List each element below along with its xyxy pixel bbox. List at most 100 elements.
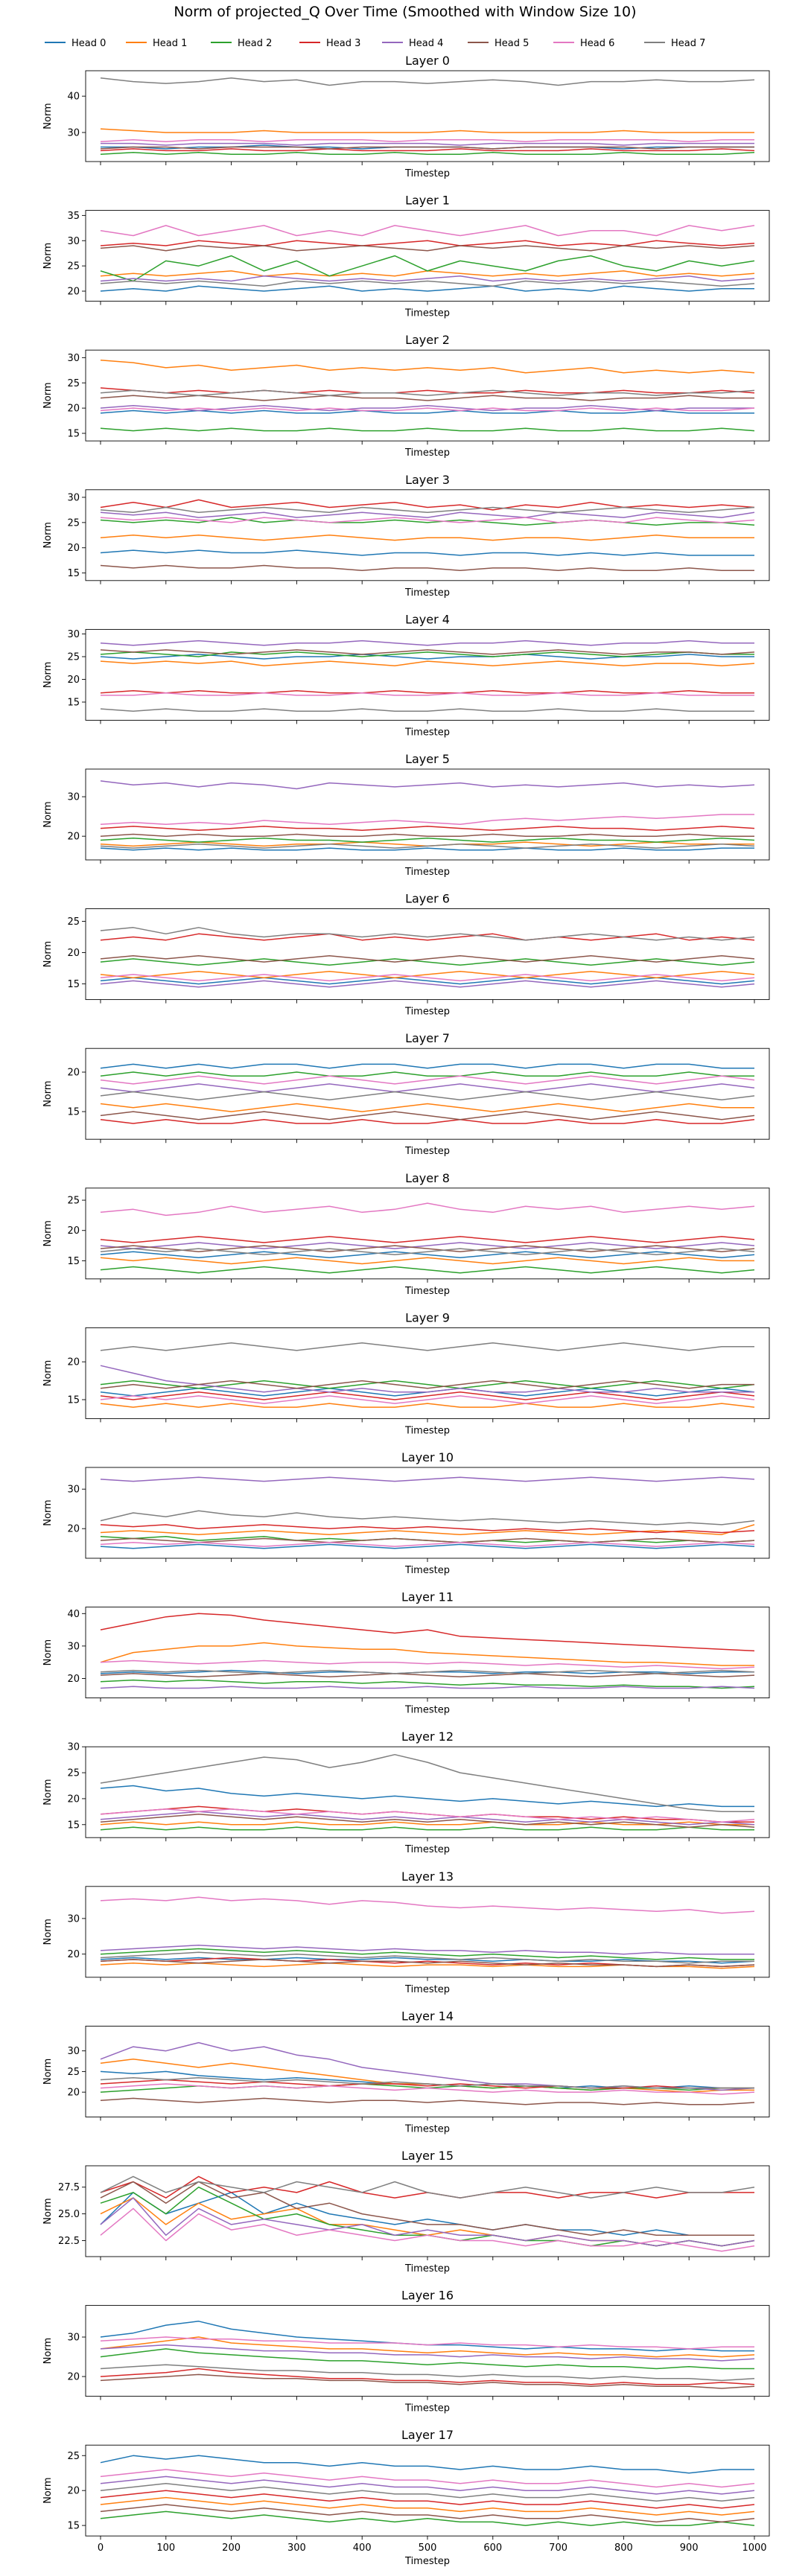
panel-title: Layer 17 xyxy=(401,2428,454,2442)
panel-title: Layer 13 xyxy=(401,1869,454,1884)
series-line-head-2 xyxy=(100,152,755,155)
x-tick-label: 1000 xyxy=(742,2542,766,2554)
x-tick-label: 0 xyxy=(98,2542,104,2554)
y-axis-label: Norm xyxy=(42,522,54,548)
x-axis-label: Timestep xyxy=(404,1146,450,1157)
panel-title: Layer 6 xyxy=(405,892,450,906)
series-line-head-3 xyxy=(100,2490,755,2509)
series-line-head-3 xyxy=(100,1236,755,1243)
series-line-head-7 xyxy=(100,2175,755,2199)
series-line-head-3 xyxy=(100,2368,755,2385)
series-line-head-4 xyxy=(100,2344,755,2362)
series-line-head-5 xyxy=(100,1959,755,1968)
x-axis-label: Timestep xyxy=(404,2556,450,2567)
series-line-head-4 xyxy=(100,1365,754,1393)
series-line-head-3 xyxy=(100,1613,755,1652)
series-line-head-1 xyxy=(100,1642,754,1666)
series-line-head-6 xyxy=(100,517,755,523)
panel-layer-10: Layer 10 20 30 Norm Timestep xyxy=(42,1450,770,1576)
series-line-head-7 xyxy=(100,1669,755,1674)
y-tick-label: 25 xyxy=(67,517,80,529)
x-tick-label: 300 xyxy=(287,2542,306,2554)
legend-label: Head 7 xyxy=(671,38,705,49)
axes-frame xyxy=(85,1187,770,1280)
panel-layer-4: Layer 4 15 20 25 30 Norm Timestep xyxy=(42,612,770,738)
series-line-head-5 xyxy=(100,833,754,837)
series-line-head-0 xyxy=(100,1785,754,1808)
series-line-head-7 xyxy=(100,1951,754,1964)
series-line-head-3 xyxy=(100,387,755,394)
series-line-head-6 xyxy=(100,2207,755,2252)
y-axis-label: Norm xyxy=(42,1499,54,1525)
axes-frame xyxy=(85,1327,770,1419)
series-line-head-6 xyxy=(100,225,755,237)
x-axis-label: Timestep xyxy=(404,1565,450,1576)
y-tick-label: 30 xyxy=(67,2333,80,2344)
series-line-head-1 xyxy=(100,270,755,277)
x-axis-label: Timestep xyxy=(404,1705,450,1716)
y-tick-label: 30 xyxy=(67,236,80,247)
y-tick-label: 35 xyxy=(67,211,80,222)
y-axis-label: Norm xyxy=(42,1919,54,1945)
series-line-head-2 xyxy=(100,1536,755,1543)
y-axis-label: Norm xyxy=(42,1220,54,1246)
series-line-head-5 xyxy=(100,2504,755,2523)
panel-title: Layer 15 xyxy=(401,2149,454,2163)
y-tick-label: 30 xyxy=(67,1485,80,1496)
y-tick-label: 20 xyxy=(67,948,80,959)
series-line-head-5 xyxy=(100,649,755,655)
series-line-head-4 xyxy=(100,2041,755,2091)
series-line-head-7 xyxy=(100,2364,755,2382)
panel-layer-0: Layer 0 30 40 Norm Timestep xyxy=(42,54,770,179)
series-line-head-2 xyxy=(100,517,755,526)
x-axis-label: Timestep xyxy=(404,867,450,878)
series-line-head-0 xyxy=(100,977,755,985)
y-tick-label: 25 xyxy=(67,916,80,928)
series-line-head-1 xyxy=(100,1103,754,1112)
panel-title: Layer 3 xyxy=(405,473,450,487)
y-tick-label: 20 xyxy=(67,1949,80,1960)
series-line-head-7 xyxy=(100,844,755,849)
y-tick-label: 25 xyxy=(67,261,80,272)
series-line-head-6 xyxy=(100,1202,755,1217)
panel-layer-17: Layer 17 15 20 25 Norm 0 100 200 300 400 500 600 700… xyxy=(42,2428,770,2567)
series-line-head-2 xyxy=(100,1826,754,1831)
y-tick-label: 15 xyxy=(67,1394,80,1406)
y-axis-label: Norm xyxy=(42,2477,54,2503)
series-line-head-5 xyxy=(100,1111,755,1120)
y-tick-label: 15 xyxy=(67,1256,80,1267)
legend-label: Head 6 xyxy=(580,38,614,49)
y-tick-label: 20 xyxy=(67,404,80,415)
y-tick-label: 20 xyxy=(67,1357,80,1368)
series-line-head-4 xyxy=(100,2197,755,2247)
x-axis-label: Timestep xyxy=(404,2403,450,2414)
series-line-head-7 xyxy=(100,1510,755,1525)
series-line-head-4 xyxy=(100,275,755,282)
series-line-head-5 xyxy=(100,1245,755,1252)
y-tick-label: 30 xyxy=(67,127,80,138)
y-tick-label: 15 xyxy=(67,1820,80,1831)
y-axis-label: Norm xyxy=(42,801,54,827)
panel-layer-7: Layer 7 15 20 Norm Timestep xyxy=(42,1031,770,1157)
panel-title: Layer 14 xyxy=(401,2009,454,2023)
y-tick-label: 15 xyxy=(67,698,80,709)
series-line-head-7 xyxy=(100,2483,755,2502)
series-line-head-6 xyxy=(100,407,755,412)
series-line-head-6 xyxy=(100,1808,755,1823)
series-line-head-1 xyxy=(100,1962,755,1969)
x-axis-label: Timestep xyxy=(404,168,450,179)
series-line-head-4 xyxy=(100,511,755,518)
y-tick-label: 20 xyxy=(67,1794,80,1805)
legend-entry: Head 2 xyxy=(211,38,272,49)
panel-title: Layer 7 xyxy=(405,1031,450,1045)
y-tick-label: 20 xyxy=(67,2088,80,2099)
y-tick-label: 30 xyxy=(67,1913,80,1925)
panel-layer-5: Layer 5 20 30 Norm Timestep xyxy=(42,752,770,878)
panel-layer-8: Layer 8 15 20 25 Norm Timestep xyxy=(42,1171,770,1297)
series-line-head-5 xyxy=(100,2181,754,2237)
panel-title: Layer 4 xyxy=(405,612,450,626)
series-line-head-2 xyxy=(100,838,755,843)
series-line-head-6 xyxy=(100,138,754,142)
series-line-head-7 xyxy=(100,1342,754,1351)
panel-title: Layer 2 xyxy=(405,333,450,347)
